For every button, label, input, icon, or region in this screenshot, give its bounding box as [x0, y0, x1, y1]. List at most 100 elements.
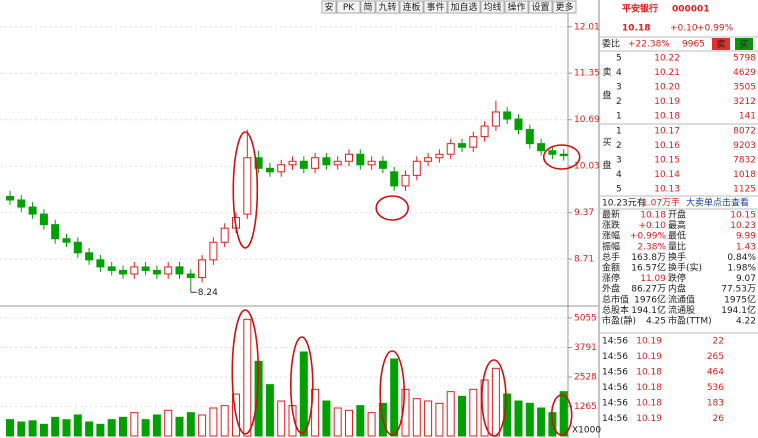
toolbar-button[interactable]: [321, 0, 337, 14]
toolbar-label: 加自选: [450, 1, 477, 13]
volume-bar: [322, 400, 331, 437]
stat-value: 194.1亿: [721, 304, 756, 316]
order-price: 10.21: [654, 68, 680, 78]
order-price: 10.18: [654, 112, 680, 122]
volume-bar: [514, 400, 523, 437]
candle-body: [412, 160, 421, 176]
volume-unit: X1000: [572, 426, 601, 436]
candle-body: [96, 259, 105, 268]
trade-price: 10.19: [636, 352, 662, 362]
candle-body: [345, 153, 353, 162]
trade-time: 14:56: [602, 368, 628, 378]
big-order-link[interactable]: 大卖单点击查看: [686, 197, 749, 209]
sell-button-label: 卖: [716, 39, 725, 50]
candle-body: [164, 266, 173, 275]
order-level: 5: [616, 54, 622, 64]
candle-body: [491, 111, 500, 127]
volume-bar: [491, 367, 500, 437]
toolbar-button[interactable]: [447, 0, 481, 14]
stat-label: 换手: [668, 251, 686, 263]
volume-bar: [17, 421, 26, 437]
price-change: +0.10: [670, 24, 698, 34]
order-price: 10.15: [654, 156, 680, 166]
candle-body: [537, 143, 546, 152]
candle-body: [152, 269, 161, 275]
toolbar-button[interactable]: [480, 0, 505, 14]
order-level: 2: [616, 141, 622, 151]
y-tick-label: 5055: [574, 314, 597, 324]
candle-body: [367, 160, 376, 166]
candle-body: [559, 153, 568, 157]
trade-time: 14:56: [602, 383, 628, 393]
order-volume: 7832: [733, 156, 756, 166]
weibi-label: 委比: [602, 38, 620, 50]
weicha-value: 9965: [682, 40, 705, 50]
candle-body: [548, 150, 557, 155]
stat-label: 最高: [668, 219, 686, 231]
order-volume: 4629: [733, 68, 756, 78]
toolbar-label: 操作: [507, 1, 525, 13]
candle-body: [141, 266, 150, 271]
volume-bar: [119, 416, 127, 437]
toolbar-button[interactable]: [360, 0, 376, 14]
candle-body: [107, 266, 116, 271]
toolbar-button[interactable]: [504, 0, 529, 14]
order-volume: 3505: [733, 83, 756, 93]
toolbar-label: 九转: [378, 1, 396, 13]
candle-body: [446, 143, 455, 155]
stat-value: 16.57亿: [631, 262, 666, 274]
trade-price: 10.18: [636, 368, 662, 378]
volume-bar: [141, 419, 150, 437]
toolbar-button[interactable]: [528, 0, 553, 14]
stat-value: 9.99: [736, 232, 756, 242]
toolbar-label: 简: [363, 1, 372, 13]
volume-bar: [85, 421, 94, 437]
order-level: 1: [616, 127, 622, 137]
volume-bar: [559, 391, 568, 437]
toolbar-label: 更多: [555, 1, 573, 13]
order-volume: 1125: [733, 185, 756, 195]
volume-bar: [175, 416, 184, 437]
toolbar-button[interactable]: [336, 0, 361, 14]
volume-bar: [28, 420, 37, 437]
order-price: 10.19: [654, 97, 680, 107]
volume-bar: [164, 409, 173, 437]
order-price: 10.14: [654, 170, 680, 180]
order-level: 4: [616, 68, 622, 78]
order-price: 10.22: [654, 54, 680, 64]
volume-bar: [198, 414, 207, 437]
buy-button[interactable]: [735, 38, 753, 50]
toolbar-label: 连板: [402, 1, 420, 13]
candle-body: [424, 157, 433, 162]
volume-bar: [390, 358, 399, 437]
sell-button[interactable]: [712, 38, 730, 50]
toolbar-button[interactable]: [552, 0, 577, 14]
volume-bar: [367, 412, 376, 437]
stat-label: 振幅: [602, 240, 620, 252]
candle-body: [288, 160, 297, 166]
y-tick-label: 2528: [574, 373, 597, 383]
volume-bar: [243, 318, 252, 437]
toolbar-label: 均线: [483, 1, 501, 13]
stat-value: 0.84%: [727, 253, 756, 263]
stat-value: 1.98%: [727, 264, 756, 274]
volume-bar: [446, 391, 455, 437]
toolbar-button[interactable]: [423, 0, 448, 14]
toolbar-label: PK: [343, 3, 355, 13]
order-level: 1: [616, 112, 622, 122]
toolbar-button[interactable]: [375, 0, 400, 14]
volume-bar: [51, 416, 60, 437]
volume-bar: [356, 405, 365, 437]
candle-body: [469, 136, 478, 148]
y-tick-label: 11.35: [574, 69, 600, 79]
volume-bar: [107, 419, 116, 437]
stat-value: 163.8万: [631, 253, 666, 263]
candle-body: [514, 118, 523, 131]
ask-side-label: 卖盘: [601, 67, 612, 113]
candle-body: [119, 269, 127, 275]
toolbar-label: 事件: [426, 1, 444, 13]
candle-body: [333, 160, 342, 166]
candle-body: [220, 227, 229, 243]
toolbar-button[interactable]: [399, 0, 424, 14]
